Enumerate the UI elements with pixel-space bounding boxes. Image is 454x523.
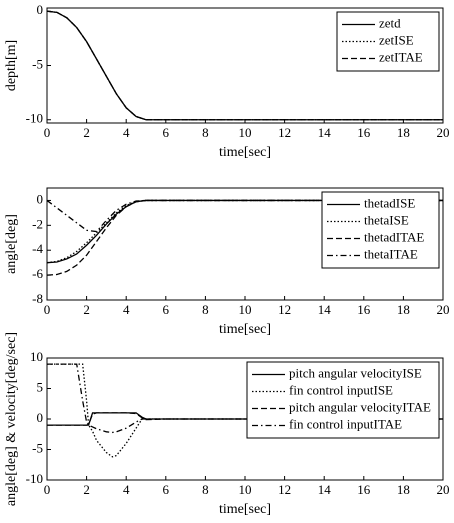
x-tick-label: 4 [123,302,130,317]
data-line [47,363,443,458]
legend-label: thetadISE [364,195,415,210]
x-tick-label: 0 [44,482,51,497]
x-tick-label: 20 [437,125,450,140]
x-axis-label: time[sec] [219,322,271,337]
y-tick-label: -8 [32,291,43,306]
x-tick-label: 20 [437,482,450,497]
y-tick-label: -5 [32,440,43,455]
x-tick-label: 10 [239,302,252,317]
x-tick-label: 12 [278,482,291,497]
y-axis-label: angle[deg] [4,214,19,274]
y-tick-label: 5 [37,379,44,394]
legend-label: pitch angular velocityISE [289,365,422,380]
x-tick-label: 12 [278,125,291,140]
y-axis-label: depth[m] [4,40,19,91]
x-tick-label: 10 [239,125,252,140]
x-tick-label: 16 [357,482,371,497]
y-tick-label: 0 [37,191,44,206]
legend-label: zetITAE [379,49,423,64]
legend-label: pitch angular velocityITAE [289,399,431,414]
x-tick-label: 2 [83,302,90,317]
x-tick-label: 2 [83,125,90,140]
x-tick-label: 20 [437,302,450,317]
x-tick-label: 14 [318,482,332,497]
x-tick-label: 6 [163,125,170,140]
y-tick-label: 10 [30,349,43,364]
x-tick-label: 10 [239,482,252,497]
y-tick-label: 0 [37,410,44,425]
y-tick-label: -5 [32,56,43,71]
y-tick-label: -10 [26,111,43,126]
x-tick-label: 18 [397,482,410,497]
x-tick-label: 0 [44,125,51,140]
legend-label: thetaITAE [364,246,418,261]
legend-label: fin control inputITAE [289,416,402,431]
legend-label: thetadITAE [364,229,424,244]
x-tick-label: 6 [163,482,170,497]
x-tick-label: 16 [357,125,371,140]
x-axis-label: time[sec] [219,502,271,517]
x-axis-label: time[sec] [219,145,271,160]
x-tick-label: 6 [163,302,170,317]
x-tick-label: 8 [202,302,209,317]
legend-label: zetd [379,15,401,30]
x-tick-label: 16 [357,302,371,317]
y-axis-label: angle[deg] & velocity[deg/sec] [4,332,19,506]
y-tick-label: 0 [37,2,44,17]
x-tick-label: 8 [202,125,209,140]
x-tick-label: 12 [278,302,291,317]
legend-label: fin control inputISE [289,382,393,397]
y-tick-label: -2 [32,216,43,231]
x-tick-label: 2 [83,482,90,497]
x-tick-label: 14 [318,302,332,317]
data-line [47,363,443,434]
data-line [46,10,443,121]
y-tick-label: -4 [32,241,43,256]
x-tick-label: 4 [123,482,130,497]
x-tick-label: 18 [397,125,410,140]
legend-label: zetISE [379,32,414,47]
y-tick-label: -6 [32,266,43,281]
x-tick-label: 4 [123,125,130,140]
x-tick-label: 0 [44,302,51,317]
x-tick-label: 14 [318,125,332,140]
y-tick-label: -10 [26,471,43,486]
x-tick-label: 8 [202,482,209,497]
x-tick-label: 18 [397,302,410,317]
data-line [47,412,443,426]
legend-label: thetaISE [364,212,409,227]
